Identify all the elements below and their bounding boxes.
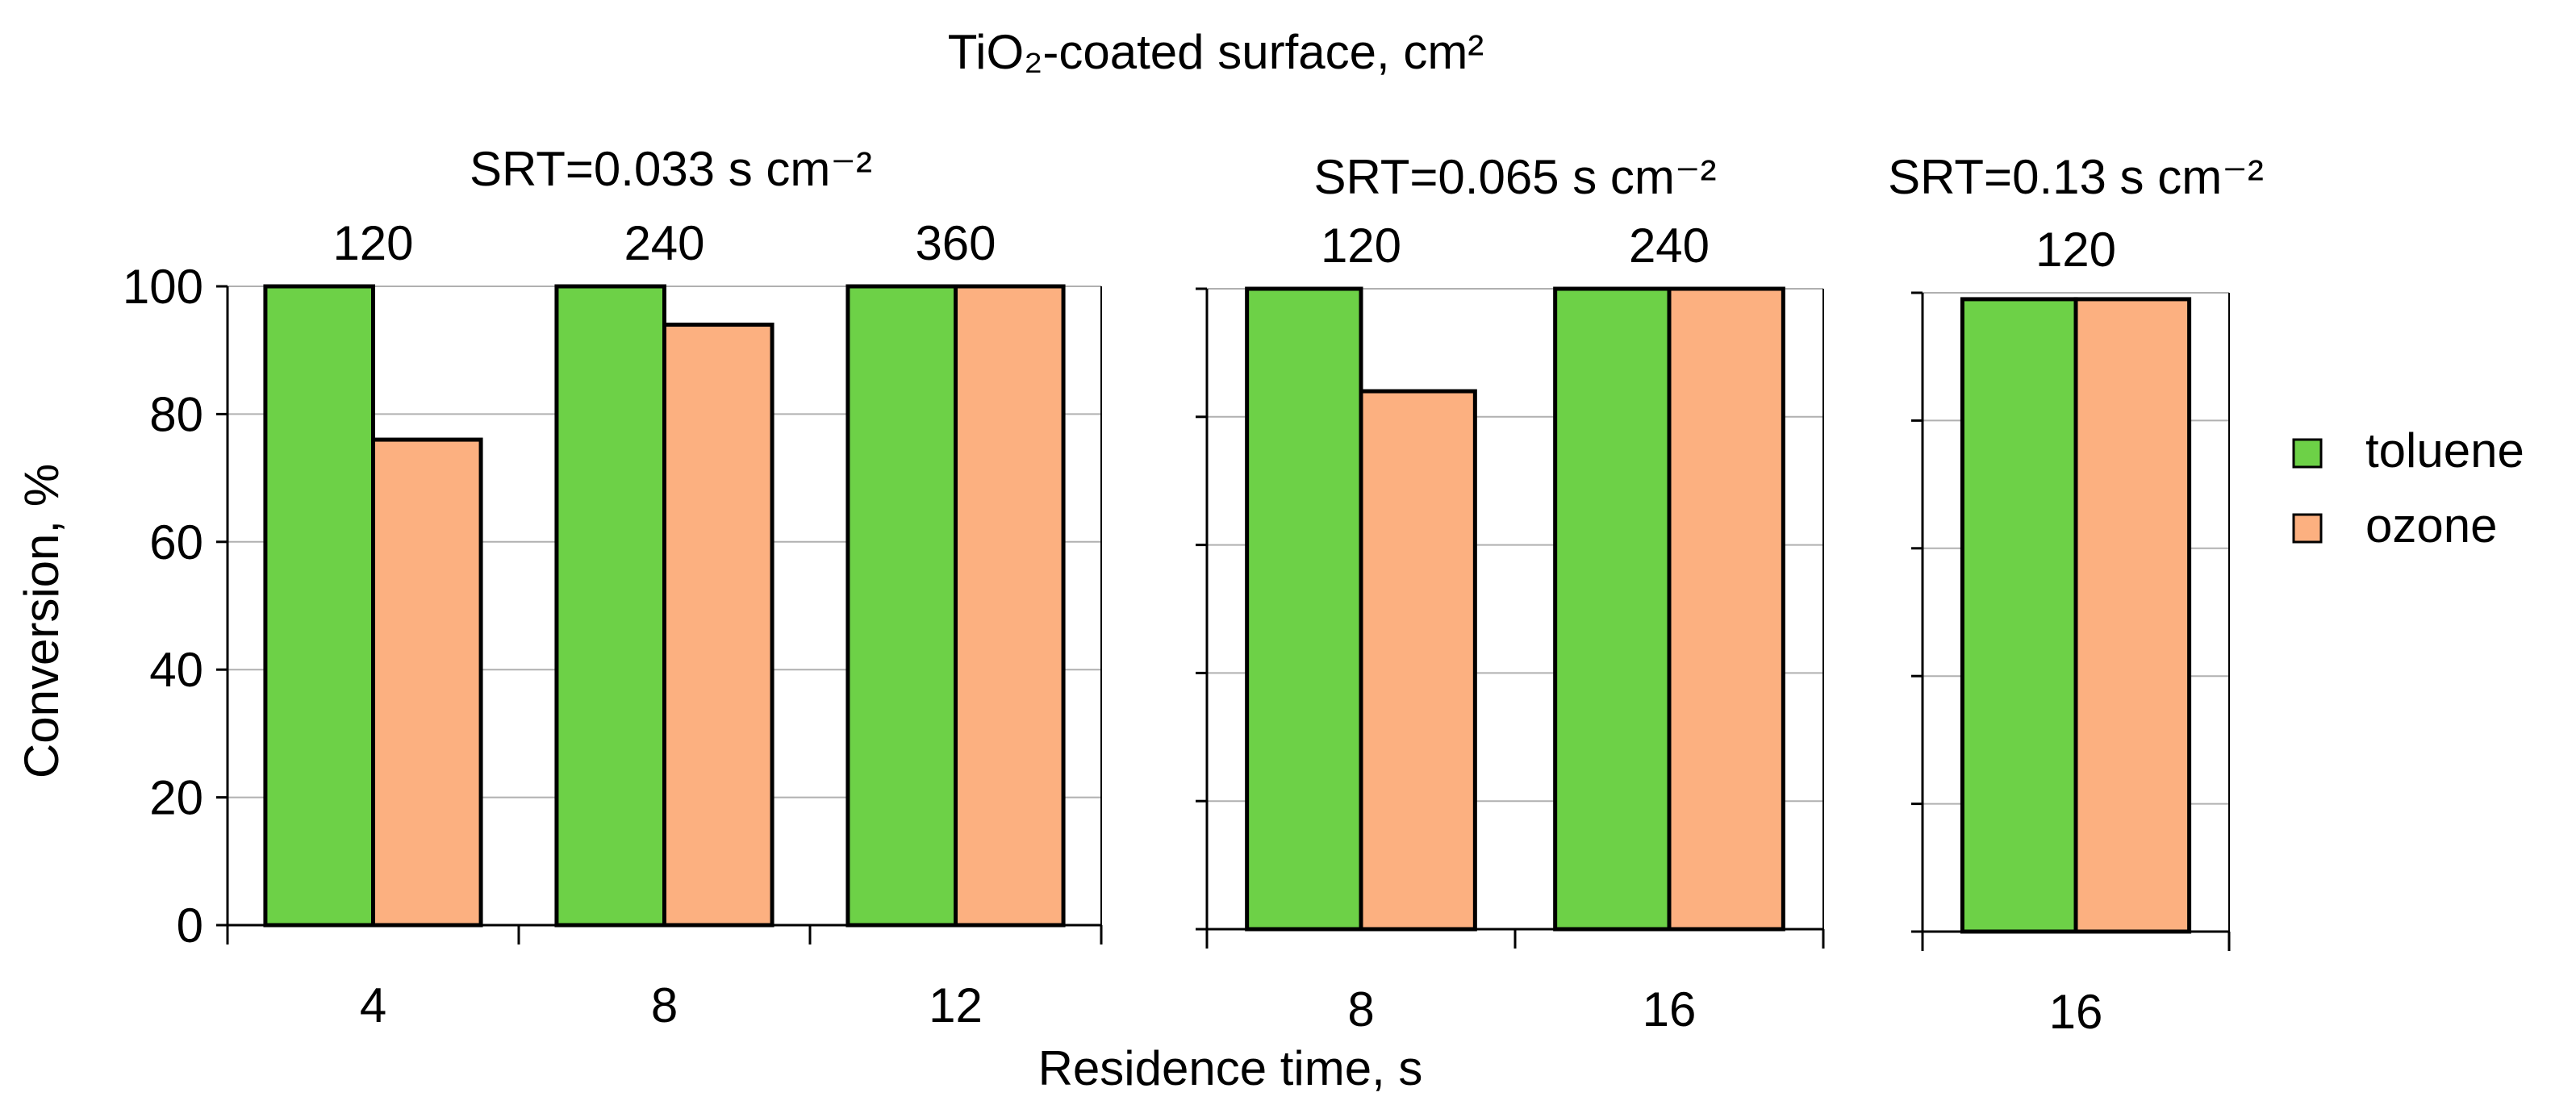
y-tick-label: 0 bbox=[177, 899, 203, 953]
bar-ozone-12s bbox=[954, 284, 1066, 928]
legend-label-toluene: toluene bbox=[2365, 423, 2524, 477]
bar-toluene-4s bbox=[263, 284, 375, 928]
bar-ozone-16s bbox=[2073, 297, 2192, 934]
legend: toluene ozone bbox=[2292, 423, 2524, 552]
x-tick-label: 4 bbox=[360, 978, 386, 1032]
panel-2: 8 120 16 240 SRT=0.065 s cm⁻² bbox=[1196, 150, 1825, 1036]
x-tick-label: 16 bbox=[2049, 985, 2103, 1039]
bar-ozone-16s bbox=[1667, 286, 1785, 932]
top-axis-tick-label: 240 bbox=[624, 216, 704, 270]
bar-toluene-16s bbox=[1960, 297, 2078, 934]
y-axis-label: Conversion, % bbox=[15, 464, 69, 778]
top-axis-tick-label: 120 bbox=[1321, 219, 1401, 273]
bar-toluene-8s bbox=[554, 284, 666, 928]
chart-top-title: TiO₂-coated surface, cm² bbox=[948, 25, 1484, 79]
y-tick-label: 60 bbox=[149, 515, 203, 569]
x-tick-label: 16 bbox=[1643, 982, 1697, 1036]
bar-ozone-8s bbox=[1359, 389, 1477, 932]
srt-label: SRT=0.065 s cm⁻² bbox=[1313, 150, 1716, 204]
legend-swatch-ozone bbox=[2292, 513, 2323, 544]
legend-label-ozone: ozone bbox=[2365, 498, 2497, 552]
top-axis-tick-label: 240 bbox=[1629, 219, 1710, 273]
srt-label: SRT=0.13 s cm⁻² bbox=[1888, 150, 2264, 204]
x-axis-label: Residence time, s bbox=[1038, 1041, 1423, 1095]
top-axis-tick-label: 120 bbox=[2035, 223, 2116, 277]
bar-toluene-16s bbox=[1553, 286, 1672, 932]
bar-toluene-12s bbox=[845, 284, 958, 928]
bar-ozone-8s bbox=[662, 323, 774, 928]
panel-3: 16 120 SRT=0.13 s cm⁻² bbox=[1888, 150, 2264, 1039]
bar-ozone-4s bbox=[371, 437, 483, 928]
srt-label: SRT=0.033 s cm⁻² bbox=[470, 142, 872, 196]
x-tick-label: 8 bbox=[1347, 982, 1374, 1036]
top-axis-tick-label: 120 bbox=[332, 216, 413, 270]
chart-panels: 0 20 40 60 80 100 4 120 8 240 12 360 SRT=0.033 s cm⁻… bbox=[123, 142, 2264, 1039]
legend-swatch-toluene bbox=[2292, 438, 2323, 469]
y-tick-label: 20 bbox=[149, 771, 203, 825]
y-tick-label: 100 bbox=[123, 260, 203, 314]
panel-1: 0 20 40 60 80 100 4 120 8 240 12 360 SRT=0.033 s cm⁻… bbox=[123, 142, 1103, 1032]
x-tick-label: 8 bbox=[651, 978, 678, 1032]
y-tick-label: 40 bbox=[149, 643, 203, 697]
bar-toluene-8s bbox=[1245, 286, 1363, 932]
x-tick-label: 12 bbox=[929, 978, 983, 1032]
top-axis-tick-label: 360 bbox=[915, 216, 996, 270]
y-tick-label: 80 bbox=[149, 387, 203, 441]
